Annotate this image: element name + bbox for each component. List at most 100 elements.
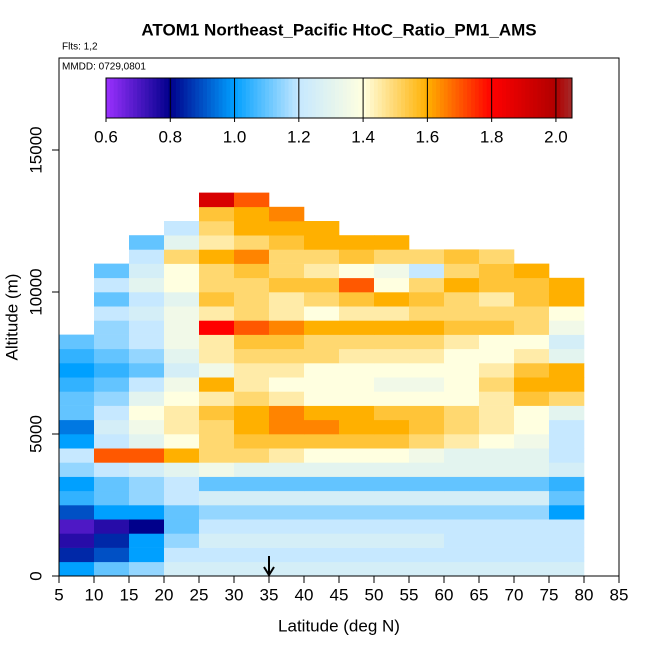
colorbar-swatch — [339, 78, 344, 118]
cell — [199, 348, 235, 364]
colorbar-swatch — [183, 78, 188, 118]
cell — [339, 263, 375, 279]
cell — [304, 377, 340, 392]
cell — [164, 235, 200, 250]
colorbar-swatch — [121, 78, 126, 118]
colorbar-swatch — [509, 78, 515, 118]
cell — [164, 348, 200, 364]
cell — [94, 519, 130, 534]
cell — [549, 377, 585, 392]
cell — [409, 306, 445, 321]
cell — [164, 448, 200, 463]
cell — [94, 405, 130, 421]
cell — [549, 547, 585, 563]
cell — [199, 377, 235, 392]
cell — [514, 434, 550, 449]
colorbar-swatch — [436, 78, 441, 118]
cell — [269, 235, 305, 250]
cell — [479, 476, 515, 492]
cell — [129, 391, 165, 406]
cell — [94, 561, 130, 577]
colorbar-tick-label: 0.8 — [158, 127, 182, 146]
cell — [59, 348, 95, 364]
cell — [94, 334, 130, 350]
colorbar-tick-label: 2.0 — [544, 127, 568, 146]
cell — [409, 263, 445, 279]
cell — [409, 249, 445, 264]
cell — [549, 434, 585, 449]
cell — [409, 462, 445, 477]
cell — [129, 419, 165, 435]
cell — [479, 377, 515, 392]
cell — [269, 334, 305, 350]
colorbar-swatch — [234, 78, 239, 118]
cell — [549, 462, 585, 477]
cell — [549, 320, 585, 335]
cell — [374, 434, 410, 449]
colorbar-swatch — [354, 78, 359, 118]
cell — [409, 348, 445, 364]
cell — [164, 561, 200, 577]
cell — [374, 561, 410, 577]
cell — [269, 448, 305, 463]
y-axis-label: Altitude (m) — [2, 274, 21, 361]
cell — [94, 306, 130, 321]
cell — [269, 206, 305, 222]
x-tick-label: 60 — [435, 585, 454, 604]
cell — [479, 249, 515, 264]
cell — [514, 391, 550, 406]
colorbar-swatch — [172, 78, 177, 118]
cell — [59, 561, 95, 577]
colorbar-swatch — [288, 78, 293, 118]
cell — [549, 476, 585, 492]
cell — [199, 405, 235, 421]
cell — [234, 235, 270, 250]
cell — [199, 235, 235, 250]
cell — [339, 334, 375, 350]
cell — [374, 476, 410, 492]
cell — [409, 519, 445, 534]
colorbar-swatch — [416, 78, 421, 118]
colorbar-swatch — [451, 78, 456, 118]
cell — [59, 363, 95, 378]
cell — [94, 533, 130, 548]
colorbar-swatch — [486, 78, 491, 118]
cell — [164, 391, 200, 406]
cell — [94, 391, 130, 406]
cell — [444, 419, 480, 435]
colorbar-swatch — [564, 78, 569, 118]
cell — [444, 348, 480, 364]
colorbar-swatch — [257, 78, 262, 118]
cell — [269, 391, 305, 406]
cell — [514, 448, 550, 463]
cell — [514, 476, 550, 492]
colorbar-swatch — [502, 78, 507, 118]
cell — [129, 448, 165, 463]
x-tick-label: 55 — [400, 585, 419, 604]
cell — [514, 363, 550, 378]
cell — [129, 547, 165, 563]
cell — [339, 419, 375, 435]
cell — [514, 348, 550, 364]
colorbar-swatch — [385, 78, 390, 118]
cell — [164, 405, 200, 421]
cell — [269, 320, 305, 335]
cell — [94, 348, 130, 364]
cell — [59, 462, 95, 477]
cell — [549, 391, 585, 406]
cell — [234, 277, 270, 293]
cell — [514, 277, 550, 293]
cell — [199, 434, 235, 449]
colorbar-swatch — [529, 78, 534, 118]
cell — [409, 419, 445, 435]
cell — [94, 419, 130, 435]
x-tick-label: 15 — [120, 585, 139, 604]
colorbar-swatch — [160, 78, 165, 118]
colorbar-swatch — [156, 78, 161, 118]
cell — [269, 263, 305, 279]
cell — [269, 519, 305, 534]
cell — [234, 292, 270, 307]
cell — [479, 419, 515, 435]
cell — [304, 505, 340, 520]
cell — [409, 334, 445, 350]
